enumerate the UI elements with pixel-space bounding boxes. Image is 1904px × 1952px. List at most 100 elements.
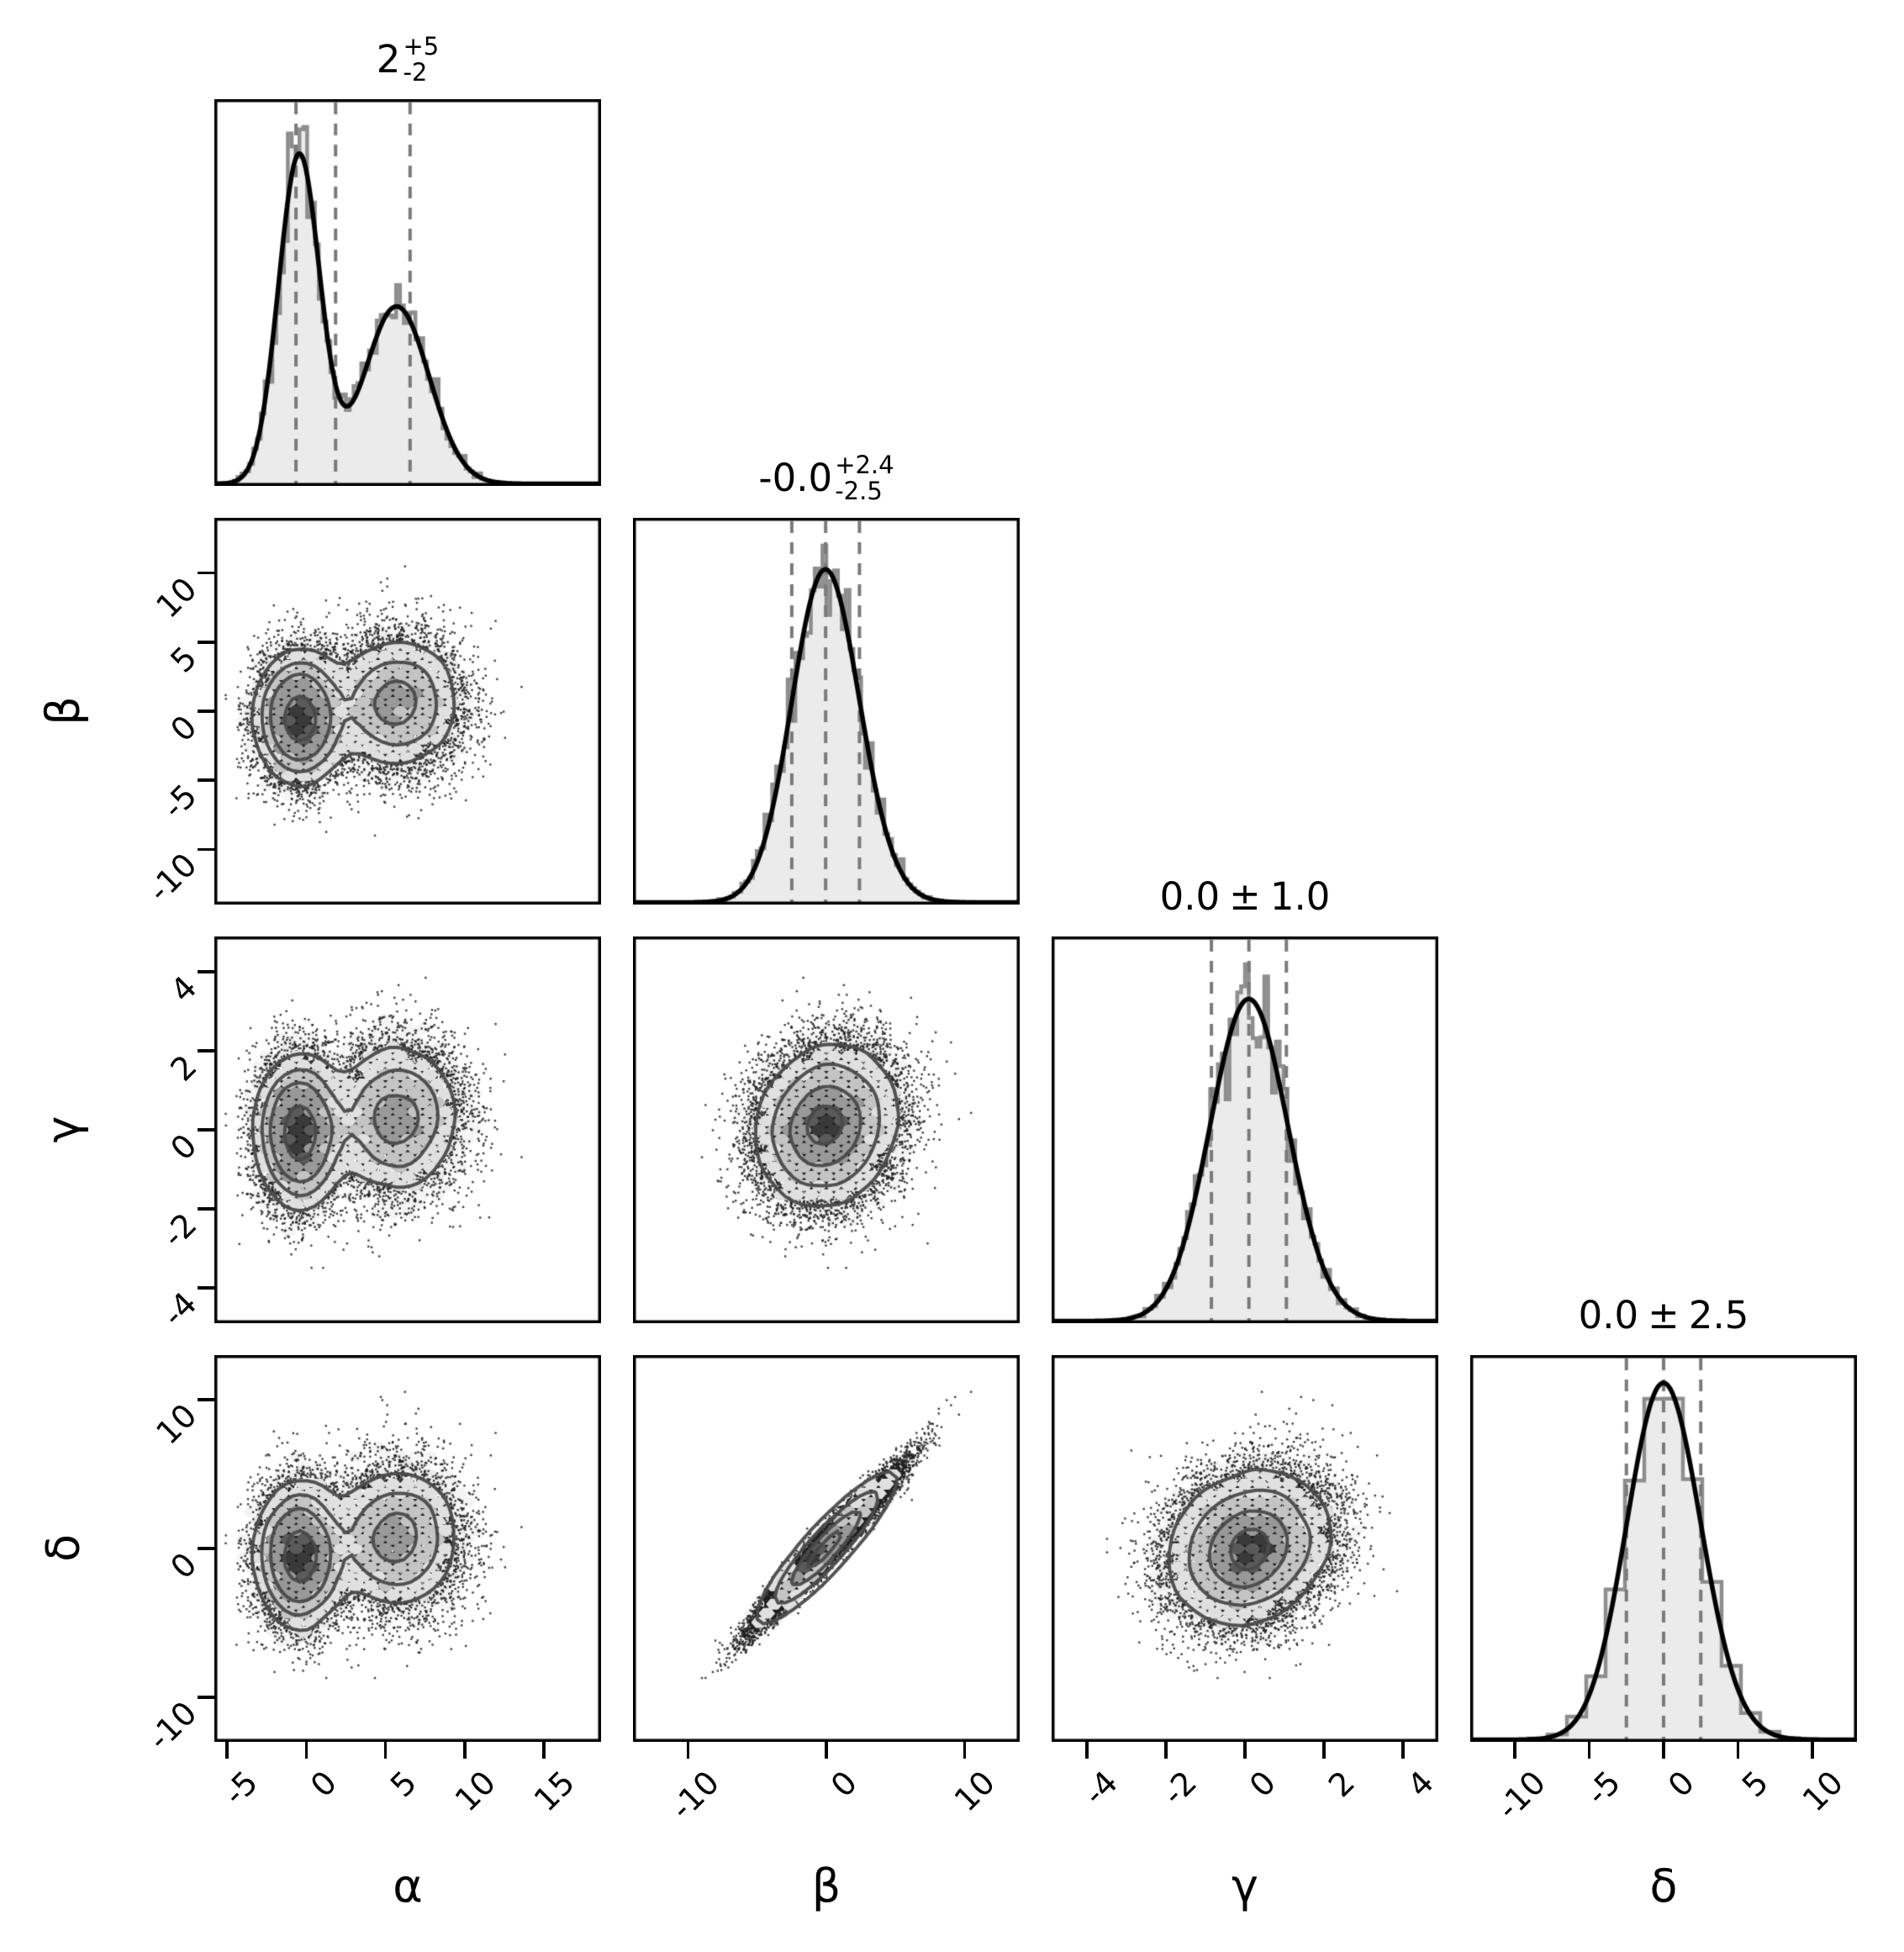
x-tick-label-alpha-5: 5 (382, 1764, 424, 1805)
panel-gamma-delta-density (1052, 1355, 1438, 1742)
title-alpha-errors: +5 -2 (403, 33, 439, 87)
y-tick-label-beta-5: 5 (163, 639, 204, 680)
x-axis-label-delta: δ (1649, 1860, 1678, 1912)
y-axis-label-delta: δ (36, 1533, 90, 1563)
panel-beta-delta-density (633, 1355, 1020, 1742)
panel-beta-gamma-density (633, 936, 1020, 1323)
y-tick-gamma-0 (198, 1128, 214, 1132)
title-alpha: 2 +5 -2 (214, 32, 601, 86)
panel-delta-hist-canvas (1470, 1355, 1857, 1742)
y-tick-gamma-4 (198, 970, 214, 973)
title-beta-plus: +2.4 (835, 450, 894, 479)
x-tick-label-gamma-2: 2 (1321, 1764, 1362, 1805)
panel-alpha-gamma-density (214, 936, 601, 1323)
panel-gamma-delta-density-canvas (1052, 1355, 1438, 1742)
x-axis-label-beta: β (811, 1860, 841, 1912)
y-tick-gamma-2 (198, 1049, 214, 1052)
title-beta-median: -0.0 (758, 455, 833, 500)
panel-alpha-hist (214, 99, 601, 486)
x-tick-label-alpha-15: 15 (526, 1764, 583, 1819)
x-tick-label-alpha--5: -5 (216, 1764, 266, 1812)
x-tick-label-delta--5: -5 (1578, 1764, 1627, 1812)
x-tick-gamma--4 (1085, 1742, 1089, 1759)
x-tick-label-alpha-0: 0 (303, 1764, 345, 1805)
x-tick-alpha-10 (463, 1742, 467, 1759)
title-gamma-sigma: 1.0 (1269, 873, 1331, 919)
title-gamma: 0.0 ±1.0 (1052, 869, 1438, 923)
y-tick-beta-5 (198, 641, 214, 644)
y-tick-delta--10 (198, 1696, 214, 1699)
x-tick-gamma-0 (1243, 1742, 1247, 1759)
x-axis-label-alpha: α (393, 1860, 423, 1912)
title-delta-median: 0.0 (1578, 1292, 1639, 1337)
x-tick-label-gamma--2: -2 (1155, 1764, 1205, 1812)
panel-beta-hist (633, 518, 1020, 905)
panel-delta-hist (1470, 1355, 1857, 1742)
panel-gamma-hist (1052, 936, 1438, 1323)
x-tick-delta-5 (1736, 1742, 1740, 1759)
title-beta: -0.0 +2.4 -2.5 (633, 451, 1020, 504)
y-tick-label-beta--5: -5 (155, 777, 204, 826)
title-gamma-median: 0.0 (1159, 873, 1221, 919)
y-tick-label-gamma-2: 2 (163, 1047, 204, 1089)
title-delta: 0.0 ±2.5 (1470, 1288, 1857, 1342)
x-tick-beta--10 (686, 1742, 690, 1759)
x-tick-label-beta-0: 0 (823, 1764, 865, 1805)
y-tick-label-gamma-4: 4 (163, 968, 204, 1010)
y-tick-gamma--4 (198, 1286, 214, 1290)
y-tick-delta-0 (198, 1547, 214, 1550)
panel-alpha-beta-density-canvas (214, 518, 601, 905)
y-tick-label-delta--10: -10 (140, 1694, 204, 1758)
panel-alpha-hist-canvas (214, 99, 601, 486)
x-tick-gamma-2 (1322, 1742, 1326, 1759)
x-tick-beta-0 (825, 1742, 828, 1759)
title-beta-errors: +2.4 -2.5 (835, 450, 894, 505)
y-tick-label-gamma--4: -4 (155, 1285, 204, 1334)
y-tick-label-beta--10: -10 (140, 846, 204, 910)
x-tick-delta--5 (1587, 1742, 1591, 1759)
panel-beta-hist-canvas (633, 518, 1020, 905)
title-alpha-median: 2 (376, 36, 401, 82)
y-tick-label-gamma-0: 0 (163, 1126, 204, 1168)
y-tick-label-delta-10: 10 (149, 1396, 204, 1452)
y-tick-label-delta-0: 0 (163, 1545, 204, 1586)
title-beta-minus: -2.5 (835, 477, 883, 505)
x-tick-label-beta--10: -10 (662, 1764, 726, 1828)
panel-alpha-delta-density (214, 1355, 601, 1742)
y-tick-beta--5 (198, 778, 214, 782)
x-tick-label-gamma-0: 0 (1242, 1764, 1284, 1805)
x-tick-beta-10 (963, 1742, 967, 1759)
x-tick-label-gamma-4: 4 (1400, 1764, 1441, 1805)
x-tick-gamma--2 (1164, 1742, 1168, 1759)
y-tick-delta-10 (198, 1398, 214, 1401)
y-tick-beta-0 (198, 710, 214, 713)
x-tick-label-beta-10: 10 (947, 1764, 1003, 1819)
y-tick-beta--10 (198, 847, 214, 852)
x-tick-label-delta--10: -10 (1490, 1764, 1553, 1828)
x-tick-label-delta-5: 5 (1735, 1764, 1776, 1805)
panel-alpha-beta-density (214, 518, 601, 905)
x-tick-gamma-4 (1401, 1742, 1405, 1759)
panel-gamma-hist-canvas (1052, 936, 1438, 1323)
title-alpha-minus: -2 (403, 58, 428, 87)
panel-alpha-gamma-density-canvas (214, 936, 601, 1323)
x-tick-alpha--5 (225, 1742, 229, 1759)
y-axis-label-beta: β (36, 696, 90, 725)
x-tick-label-delta-10: 10 (1795, 1764, 1851, 1819)
x-tick-delta-0 (1662, 1742, 1665, 1759)
panel-beta-gamma-density-canvas (633, 936, 1020, 1323)
y-tick-gamma--2 (198, 1207, 214, 1211)
title-delta-plusminus-sign: ± (1648, 1292, 1680, 1337)
x-tick-label-gamma--4: -4 (1076, 1764, 1126, 1812)
x-tick-label-alpha-10: 10 (447, 1764, 503, 1819)
x-tick-alpha-15 (542, 1742, 546, 1759)
title-gamma-plusminus-sign: ± (1229, 873, 1261, 919)
x-axis-label-gamma: γ (1232, 1860, 1258, 1912)
panel-alpha-delta-density-canvas (214, 1355, 601, 1742)
y-axis-label-gamma: γ (36, 1116, 90, 1143)
x-tick-label-delta-0: 0 (1660, 1764, 1702, 1805)
x-tick-alpha-5 (383, 1742, 388, 1759)
title-delta-sigma: 2.5 (1688, 1292, 1749, 1337)
y-tick-label-beta-10: 10 (149, 570, 204, 625)
